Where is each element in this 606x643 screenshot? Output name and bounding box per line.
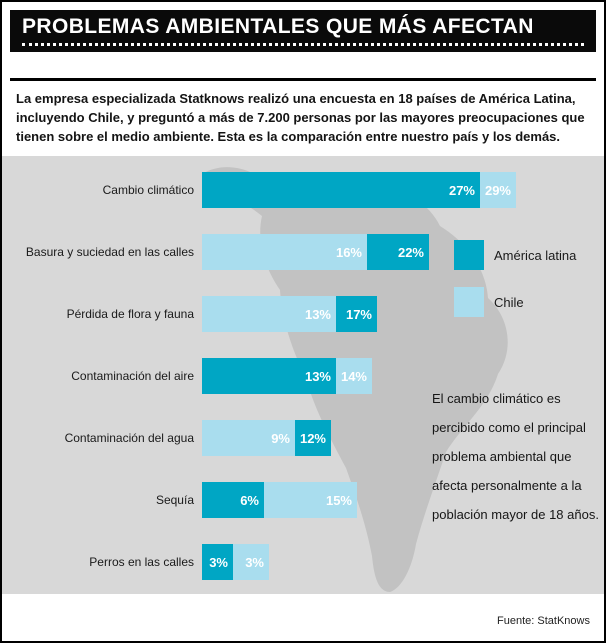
bar-america-latina: 17%	[336, 296, 377, 332]
bar-track: 9% 12%	[202, 420, 331, 456]
legend-item-chile: Chile	[454, 287, 576, 317]
bar-america-latina: 13%	[202, 358, 336, 394]
source-credit: Fuente: StatKnows	[497, 615, 590, 627]
bar-america-latina: 6%	[202, 482, 264, 518]
chart-area: Cambio climático 27% 29% Basura y suciedad …	[2, 156, 604, 594]
bar-track: 16% 22%	[202, 234, 429, 270]
bar-track: 27% 29%	[202, 172, 516, 208]
bar-chile: 29%	[480, 172, 516, 208]
bar-chile: 14%	[336, 358, 372, 394]
chile-swatch	[454, 287, 484, 317]
chart-row: Basura y suciedad en las calles 16% 22%	[2, 234, 604, 270]
legend: América latina Chile	[454, 240, 576, 317]
legend-label-chile: Chile	[494, 294, 524, 310]
bar-track: 6% 15%	[202, 482, 357, 518]
chart-row: Contaminación del aire 13% 14%	[2, 358, 604, 394]
category-label: Pérdida de flora y fauna	[66, 307, 194, 321]
divider-rule	[10, 78, 596, 81]
category-label: Cambio climático	[102, 183, 194, 197]
bar-track: 13% 14%	[202, 358, 372, 394]
bar-chile: 3%	[233, 544, 269, 580]
chart-row: Contaminación del agua 9% 12%	[2, 420, 604, 456]
legend-label-america-latina: América latina	[494, 247, 577, 263]
bar-chart: Cambio climático 27% 29% Basura y suciedad …	[2, 156, 604, 580]
footer: Fuente: StatKnows	[2, 594, 604, 629]
bar-america-latina: 22%	[367, 234, 429, 270]
bar-america-latina: 27%	[202, 172, 480, 208]
title-bar: PROBLEMAS AMBIENTALES QUE MÁS AFECTAN	[10, 10, 596, 52]
category-label: Contaminación del aire	[71, 369, 194, 383]
bar-track: 13% 17%	[202, 296, 377, 332]
annotation-line: población mayor de 18 años.	[432, 507, 599, 522]
bar-chile: 15%	[264, 482, 357, 518]
annotation-line: problema ambiental que	[432, 449, 572, 464]
chart-row: Cambio climático 27% 29%	[2, 172, 604, 208]
bar-america-latina: 3%	[202, 544, 233, 580]
category-label: Contaminación del agua	[64, 431, 194, 445]
bar-chile: 16%	[202, 234, 367, 270]
bar-chile: 13%	[202, 296, 336, 332]
chart-row: Pérdida de flora y fauna 13% 17%	[2, 296, 604, 332]
legend-item-america-latina: América latina	[454, 240, 576, 270]
annotation-text: El cambio climático es percibido como el …	[432, 384, 604, 529]
bar-track: 3% 3%	[202, 544, 269, 580]
chart-row: Sequía 6% 15%	[2, 482, 604, 518]
annotation-line: El cambio climático es	[432, 391, 561, 406]
america-latina-swatch	[454, 240, 484, 270]
bar-chile: 9%	[202, 420, 295, 456]
intro-text: La empresa especializada Statknows reali…	[16, 91, 585, 144]
title-dotted-underline	[22, 43, 584, 46]
category-label: Basura y suciedad en las calles	[25, 245, 194, 259]
category-label: Sequía	[155, 493, 194, 507]
annotation-line: percibido como el principal	[432, 420, 586, 435]
bar-america-latina: 12%	[295, 420, 331, 456]
annotation-line: afecta personalmente a la	[432, 478, 582, 493]
chart-row: Perros en las calles 3% 3%	[2, 544, 604, 580]
category-label: Perros en las calles	[89, 555, 194, 569]
page-title: PROBLEMAS AMBIENTALES QUE MÁS AFECTAN	[22, 15, 534, 38]
